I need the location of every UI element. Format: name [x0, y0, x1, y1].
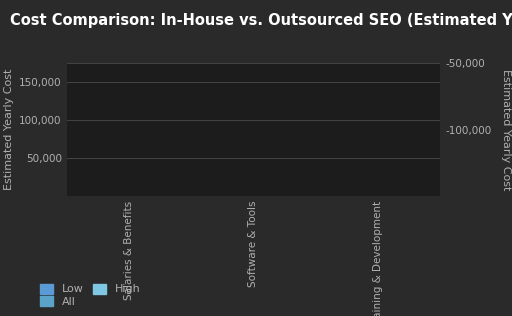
Text: Cost Comparison: In-House vs. Outsourced SEO (Estimated Yearly Costs): Cost Comparison: In-House vs. Outsourced…: [10, 13, 512, 27]
Y-axis label: Estimated Yearly Cost: Estimated Yearly Cost: [4, 69, 13, 190]
Legend: All: All: [36, 293, 79, 310]
Legend: Low, High: Low, High: [36, 280, 144, 298]
Y-axis label: Estimated Yearly Cost: Estimated Yearly Cost: [501, 69, 511, 190]
